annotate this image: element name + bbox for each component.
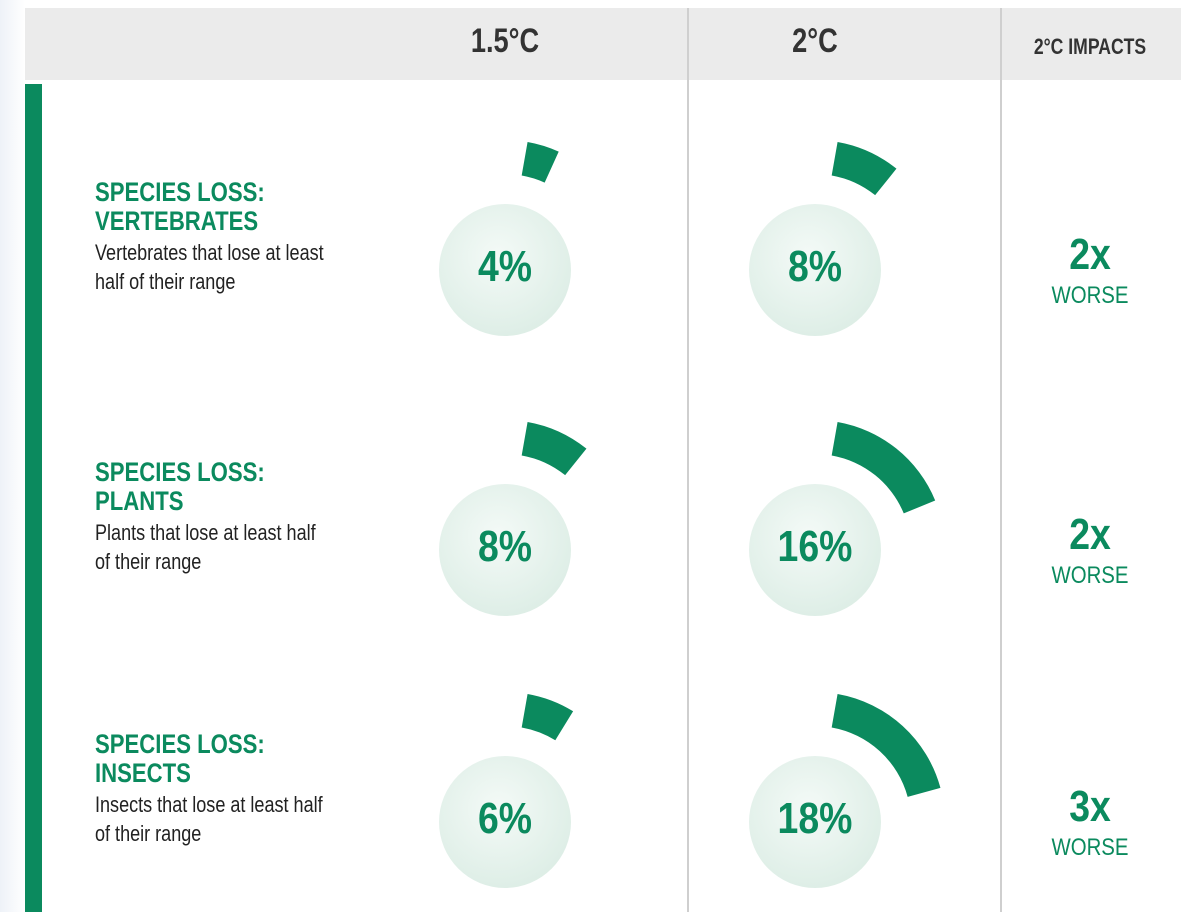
column-header: 2°C IMPACTS: [1033, 34, 1147, 59]
row-subject: PLANTS: [95, 486, 184, 516]
impact-note: WORSE: [1051, 282, 1129, 309]
value-label: 18%: [777, 794, 853, 843]
value-circle: [749, 756, 881, 888]
accent-bar: [25, 84, 42, 912]
value-label: 6%: [477, 794, 533, 843]
value-label: 16%: [777, 522, 853, 571]
value-circle: [749, 204, 881, 336]
value-label: 4%: [477, 242, 533, 291]
row-description: Insects that lose at least half of their…: [95, 792, 323, 846]
row-title: SPECIES LOSS:: [95, 729, 265, 759]
value-circle: [439, 484, 571, 616]
impact-note: WORSE: [1051, 834, 1129, 861]
value-arc: [831, 141, 897, 196]
value-arc: [831, 693, 941, 797]
impact: 2x: [1069, 510, 1111, 559]
row-description: Vertebrates that lose at least half of t…: [95, 240, 324, 294]
impact-note: WORSE: [1051, 562, 1129, 589]
row-title: SPECIES LOSS:: [95, 457, 265, 487]
value-circle: [439, 756, 571, 888]
value-circle: [439, 204, 571, 336]
value-arc: [521, 421, 587, 476]
impact: 2x: [1069, 230, 1111, 279]
header-bar: [25, 8, 1181, 80]
shadow: [0, 0, 25, 912]
row-subject: INSECTS: [95, 758, 191, 788]
column-header: 2°C: [792, 22, 838, 60]
value-label: 8%: [787, 242, 843, 291]
impact: 3x: [1069, 782, 1111, 831]
value-arc: [521, 693, 574, 741]
value-arc: [521, 141, 559, 183]
value-arc: [831, 421, 936, 514]
row-subject: VERTEBRATES: [95, 206, 259, 236]
column-header: 1.5°C: [470, 22, 540, 60]
value-label: 8%: [477, 522, 533, 571]
value-circle: [749, 484, 881, 616]
row-title: SPECIES LOSS:: [95, 177, 265, 207]
row-description: Plants that lose at least half of their …: [95, 520, 316, 574]
